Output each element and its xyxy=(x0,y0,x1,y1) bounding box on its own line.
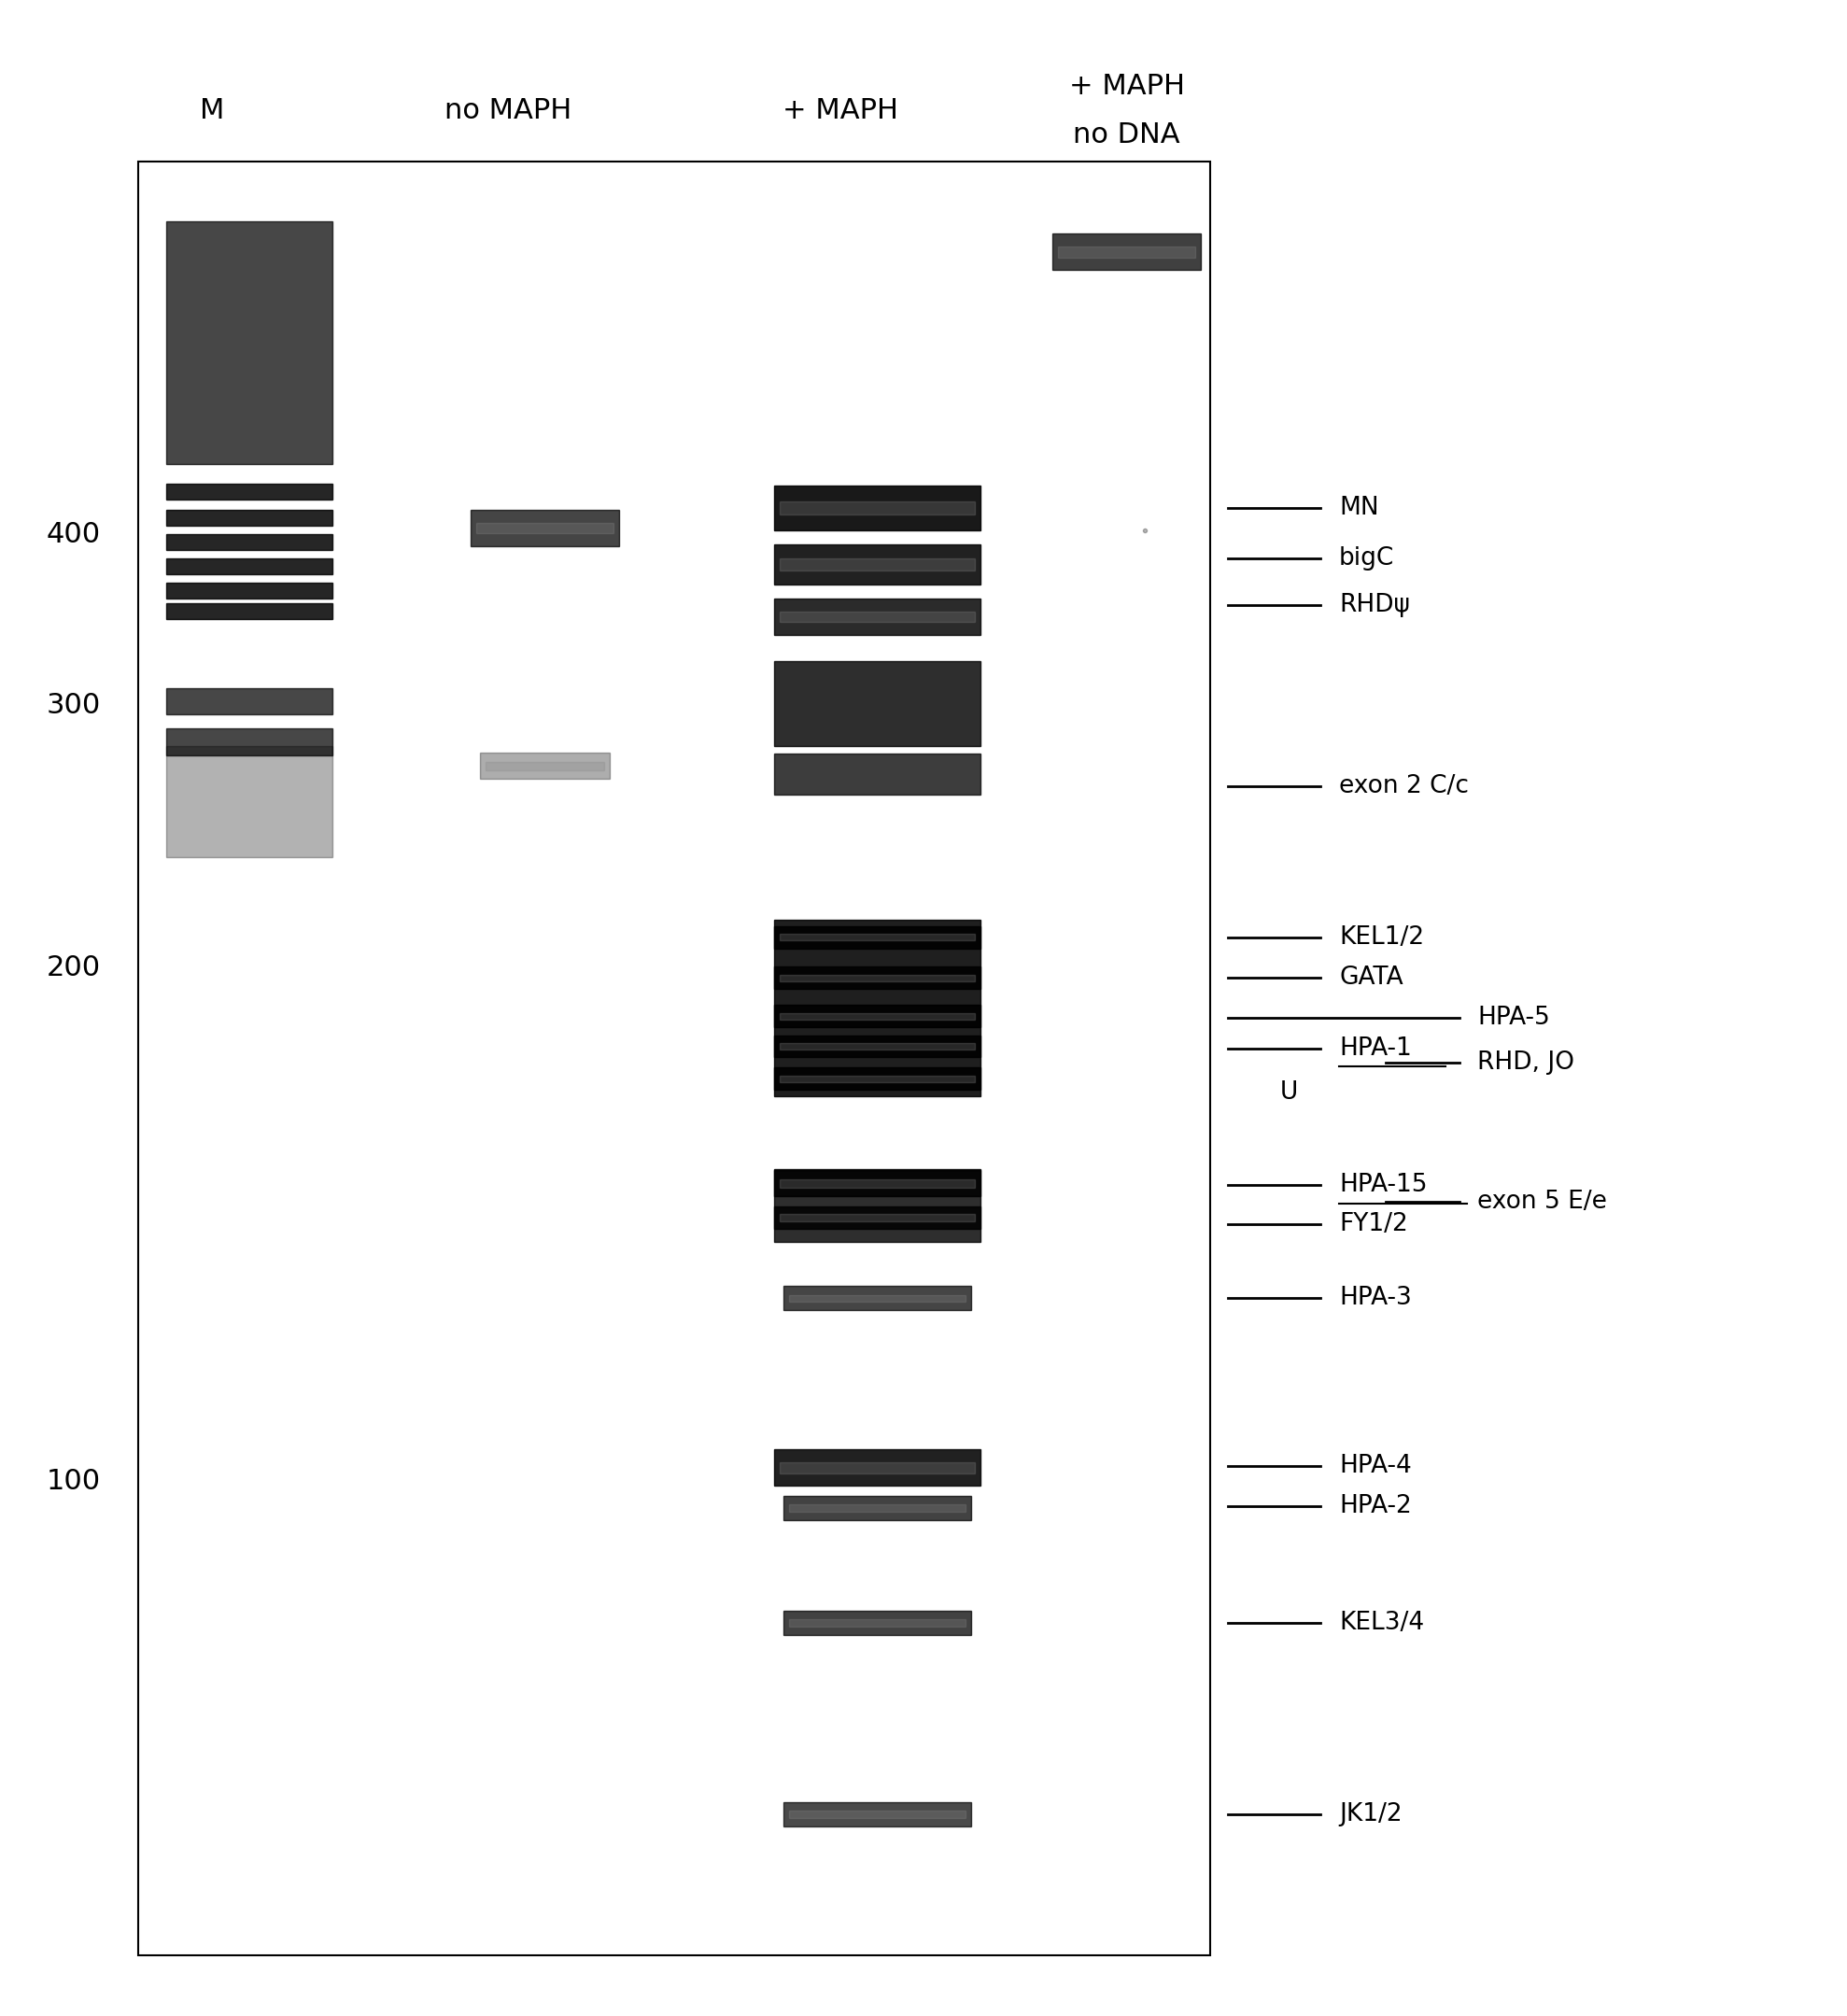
Bar xyxy=(779,1042,975,1050)
Text: GATA: GATA xyxy=(1339,966,1404,990)
Bar xyxy=(166,558,332,575)
Text: exon 5 E/e: exon 5 E/e xyxy=(1478,1189,1607,1214)
Bar xyxy=(774,1036,981,1056)
Bar xyxy=(789,1504,966,1512)
Text: U: U xyxy=(1280,1081,1298,1105)
Text: + MAPH: + MAPH xyxy=(1069,73,1184,101)
Bar xyxy=(774,599,981,635)
Bar xyxy=(1053,234,1201,270)
Text: exon 2 C/c: exon 2 C/c xyxy=(1339,774,1468,798)
Bar xyxy=(783,1802,972,1826)
Text: RHDψ: RHDψ xyxy=(1339,593,1409,617)
Bar xyxy=(166,687,332,714)
Bar xyxy=(779,1012,975,1020)
Text: 200: 200 xyxy=(46,954,102,982)
Text: KEL3/4: KEL3/4 xyxy=(1339,1611,1424,1635)
Text: HPA-2: HPA-2 xyxy=(1339,1494,1411,1518)
Bar xyxy=(774,1068,981,1089)
Bar xyxy=(774,919,981,1097)
Text: M: M xyxy=(199,97,225,125)
Text: JK1/2: JK1/2 xyxy=(1339,1802,1402,1826)
Text: HPA-5: HPA-5 xyxy=(1478,1006,1550,1030)
Text: 400: 400 xyxy=(46,520,102,548)
Bar xyxy=(774,544,981,585)
Bar xyxy=(774,1169,981,1198)
Bar xyxy=(774,966,981,988)
Bar xyxy=(480,752,610,778)
Bar xyxy=(779,933,975,941)
Text: bigC: bigC xyxy=(1339,546,1394,571)
Bar xyxy=(779,974,975,982)
Bar xyxy=(774,754,981,794)
Text: HPA-15: HPA-15 xyxy=(1339,1173,1428,1198)
Text: HPA-4: HPA-4 xyxy=(1339,1454,1411,1478)
Bar xyxy=(789,1810,966,1818)
Bar xyxy=(477,522,613,534)
Bar xyxy=(166,510,332,526)
Bar xyxy=(774,1006,981,1028)
Bar xyxy=(166,728,332,754)
Bar xyxy=(774,661,981,746)
Bar xyxy=(789,1619,966,1627)
Bar xyxy=(139,161,1210,1956)
Text: RHD, JO: RHD, JO xyxy=(1478,1050,1575,1075)
Bar xyxy=(166,583,332,599)
Bar xyxy=(779,1462,975,1474)
Bar xyxy=(779,1179,975,1187)
Bar xyxy=(166,484,332,500)
Bar xyxy=(779,1075,975,1083)
Bar xyxy=(774,486,981,530)
Bar xyxy=(166,534,332,550)
Text: FY1/2: FY1/2 xyxy=(1339,1212,1407,1236)
Text: HPA-3: HPA-3 xyxy=(1339,1286,1411,1310)
Text: 300: 300 xyxy=(46,691,102,720)
Bar xyxy=(1058,246,1195,258)
Bar xyxy=(774,1206,981,1228)
Bar xyxy=(774,925,981,948)
Bar xyxy=(779,611,975,623)
Bar xyxy=(486,762,604,770)
Bar xyxy=(166,746,332,857)
Bar xyxy=(774,1450,981,1486)
Text: HPA-1: HPA-1 xyxy=(1339,1036,1411,1060)
Text: + MAPH: + MAPH xyxy=(783,97,898,125)
Text: no DNA: no DNA xyxy=(1073,121,1180,149)
Bar xyxy=(166,222,332,464)
Bar xyxy=(789,1294,966,1302)
Bar xyxy=(779,1214,975,1222)
Bar xyxy=(166,603,332,619)
Text: MN: MN xyxy=(1339,496,1380,520)
Text: 100: 100 xyxy=(46,1468,102,1496)
Bar xyxy=(774,1169,981,1242)
Bar xyxy=(471,510,619,546)
Bar xyxy=(779,558,975,571)
Text: no MAPH: no MAPH xyxy=(445,97,571,125)
Text: KEL1/2: KEL1/2 xyxy=(1339,925,1424,950)
Bar xyxy=(783,1611,972,1635)
Bar xyxy=(779,502,975,514)
Bar xyxy=(783,1286,972,1310)
Bar xyxy=(783,1496,972,1520)
